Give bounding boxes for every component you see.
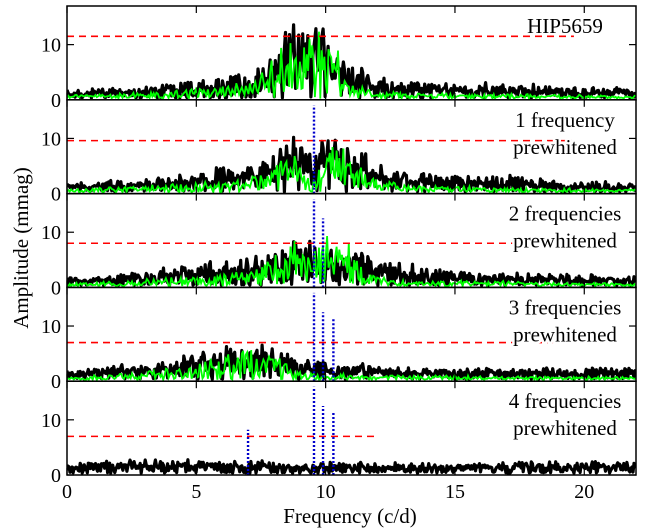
panel-label: 1 frequency [515, 108, 615, 132]
panel-label: prewhitened [513, 135, 617, 159]
panel-label: prewhitened [513, 322, 617, 346]
y-tick-label: 10 [41, 410, 61, 432]
panel-2: 0 10 1 frequency prewhitened [41, 99, 637, 206]
x-axis-title: Frequency (c/d) [283, 504, 417, 528]
raw-spectrum-line [67, 135, 636, 194]
y-tick-label: 10 [41, 128, 61, 150]
x-tick-label: 20 [574, 481, 594, 503]
raw-spectrum-line [67, 458, 636, 475]
smoothed-spectrum-line [67, 349, 636, 382]
y-tick-label: 10 [41, 316, 61, 338]
smoothed-spectrum-line [67, 236, 636, 288]
y-tick-label: 0 [51, 277, 61, 299]
panel-5: 0 10 4 frequencies prewhitened [41, 380, 637, 487]
x-tick-label: 10 [316, 481, 336, 503]
panel-label: prewhitened [513, 229, 617, 253]
panel-3: 0 10 2 frequencies prewhitened [41, 192, 637, 299]
y-tick-label: 0 [51, 184, 61, 206]
y-axis-title: Amplitude (mmag) [9, 167, 33, 329]
y-tick-label: 10 [41, 35, 61, 57]
panel-4: 0 10 3 frequencies prewhitened [41, 286, 637, 393]
raw-spectrum-line [67, 23, 636, 100]
y-tick-label: 0 [51, 90, 61, 112]
y-tick-label: 0 [51, 465, 61, 487]
panel-frame [66, 380, 637, 476]
smoothed-spectrum-line [67, 146, 636, 194]
x-axis: 0 5 10 15 20 [62, 481, 594, 503]
y-tick-label: 0 [51, 371, 61, 393]
panel-label: 4 frequencies [509, 389, 622, 413]
panels-layer: 0 10 HIP5659 0 10 1 frequency prewhitened 0 10 2 … [41, 5, 637, 487]
panel-label: HIP5659 [527, 14, 603, 38]
x-tick-label: 15 [445, 481, 465, 503]
panel-label: prewhitened [513, 416, 617, 440]
x-tick-label: 0 [62, 481, 72, 503]
y-tick-label: 10 [41, 222, 61, 244]
panel-1: 0 10 HIP5659 [41, 5, 637, 112]
x-tick-label: 5 [191, 481, 201, 503]
smoothed-spectrum-line [67, 31, 636, 100]
panel-label: 3 frequencies [509, 295, 622, 319]
panel-label: 2 frequencies [509, 202, 622, 226]
